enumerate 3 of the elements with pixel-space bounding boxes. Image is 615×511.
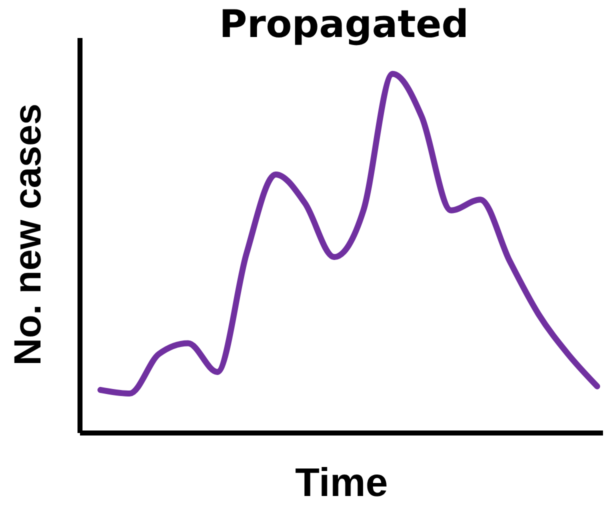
y-axis-title: No. new cases [7,104,50,366]
x-axis-title: Time [295,461,388,505]
chart-title: Propagated [218,2,470,46]
